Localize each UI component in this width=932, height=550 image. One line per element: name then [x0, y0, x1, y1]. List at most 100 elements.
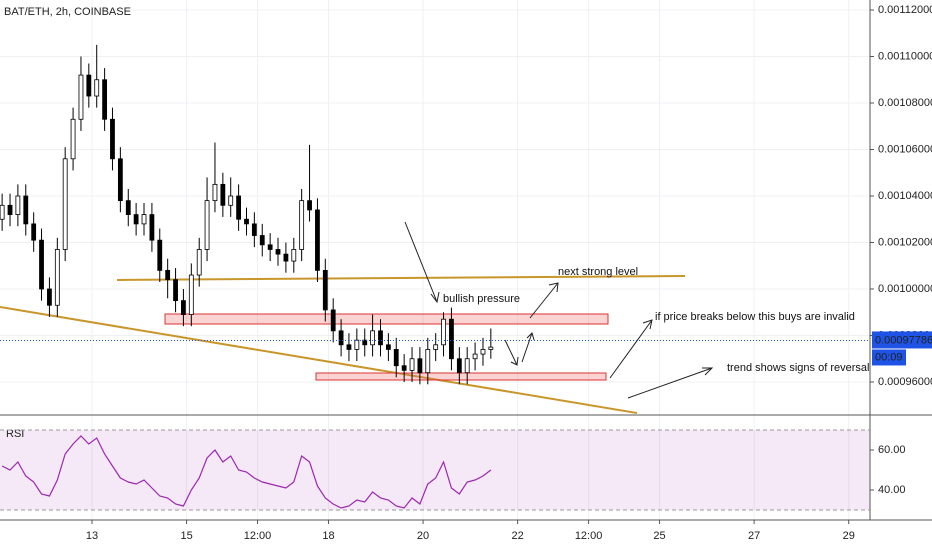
candle-body: [409, 358, 415, 371]
candle-body: [322, 269, 328, 311]
candle-body: [464, 358, 470, 374]
candle-body: [39, 239, 44, 290]
zone: [315, 372, 607, 381]
candle-body: [330, 309, 336, 332]
candle-body: [385, 344, 391, 350]
y-tick-label: 0.00110000: [878, 50, 932, 62]
x-tick-label: 29: [843, 530, 855, 542]
candle-body: [86, 74, 92, 97]
candle-body: [196, 249, 202, 276]
candle-body: [125, 200, 131, 215]
arrows: [404, 221, 714, 399]
rsi-line: [1, 435, 492, 509]
candle-body: [393, 349, 399, 367]
annotation: trend shows signs of reversal: [727, 362, 869, 374]
candle-body: [78, 74, 84, 120]
x-tick-label: 27: [748, 530, 760, 542]
zone: [164, 313, 609, 325]
countdown-label: 00:09: [875, 351, 903, 363]
y-tick-label: 0.00112000: [878, 4, 932, 16]
candle-body: [488, 346, 494, 350]
y-tick-label: 0.00102000: [878, 236, 932, 248]
candle-body: [133, 214, 139, 225]
candle-body: [165, 269, 171, 281]
candle-body: [378, 330, 383, 346]
grid-layer: [0, 0, 870, 520]
candle-body: [401, 365, 407, 371]
last-price-box: [872, 331, 932, 349]
annotation: if price breaks below this buys are inva…: [655, 311, 855, 323]
candle-body: [110, 118, 115, 160]
candle-body: [449, 318, 454, 360]
x-tick-label: 25: [653, 530, 665, 542]
candle-body: [338, 330, 344, 346]
candle-body: [456, 358, 462, 374]
arrow: [627, 367, 714, 399]
arrow: [504, 339, 519, 366]
arrow: [529, 282, 559, 319]
candle-body: [283, 253, 289, 262]
candle-body: [94, 79, 100, 97]
candle-body: [15, 195, 21, 215]
candle-body: [425, 349, 431, 374]
y-tick-label: 0.00104000: [878, 190, 932, 202]
trend-line: [0, 306, 638, 414]
candle-body: [259, 235, 265, 246]
candle-body: [315, 209, 320, 271]
y-tick-label: 0.00100000: [878, 283, 932, 295]
last-price-label: 0.00097786: [875, 334, 932, 346]
annotation: bullish pressure: [443, 293, 520, 305]
rsi-band: [0, 430, 870, 510]
arrow: [404, 221, 440, 304]
candle-body: [141, 214, 147, 225]
candle-body: [7, 204, 13, 215]
annotation-layer: bullish pressure next strong level if pr…: [0, 221, 869, 414]
candle-body: [291, 249, 297, 262]
y-tick-label: 40.00: [878, 484, 906, 496]
candle-body: [346, 344, 352, 350]
x-tick-label: 18: [322, 530, 334, 542]
candle-body: [267, 244, 273, 250]
candle-body: [220, 183, 226, 206]
candle-body: [188, 274, 194, 315]
candle-body: [102, 79, 108, 120]
candle-body: [362, 339, 368, 346]
y-tick-label: 0.00106000: [878, 143, 932, 155]
candle-body: [370, 330, 375, 346]
candle-body: [433, 344, 439, 350]
candle-body: [244, 218, 249, 225]
candle-body: [23, 195, 29, 225]
y-tick-label: 0.00096000: [878, 376, 932, 388]
y-tick-label: 0.00108000: [878, 97, 932, 109]
x-tick-label: 15: [180, 530, 192, 542]
candle-body: [157, 239, 163, 271]
rsi-label: RSI: [6, 428, 24, 440]
candle-body: [204, 200, 210, 250]
chart-title: BAT/ETH, 2h, COINBASE: [4, 6, 131, 18]
arrow: [521, 332, 535, 363]
candle-body: [173, 279, 178, 302]
candle-body: [62, 158, 68, 250]
y-tick-label: 60.00: [878, 444, 906, 456]
candle-body: [117, 158, 123, 202]
x-tick-label: 13: [86, 530, 98, 542]
candle-body: [31, 223, 37, 241]
countdown-box: [872, 349, 906, 366]
arrow: [609, 319, 653, 379]
x-tick-label: 20: [417, 530, 429, 542]
candle-body: [236, 195, 242, 220]
candle-body: [275, 249, 281, 255]
candle-body: [228, 195, 234, 206]
candle-body: [54, 249, 60, 306]
candle-body: [354, 339, 360, 350]
x-tick-label: 22: [512, 530, 524, 542]
candle-body: [47, 288, 52, 306]
candle-body: [307, 200, 312, 211]
candle-body: [0, 204, 5, 220]
candle-body: [212, 183, 218, 202]
candle-body: [472, 353, 478, 360]
candle-body: [417, 358, 423, 374]
candle-body: [70, 118, 76, 160]
